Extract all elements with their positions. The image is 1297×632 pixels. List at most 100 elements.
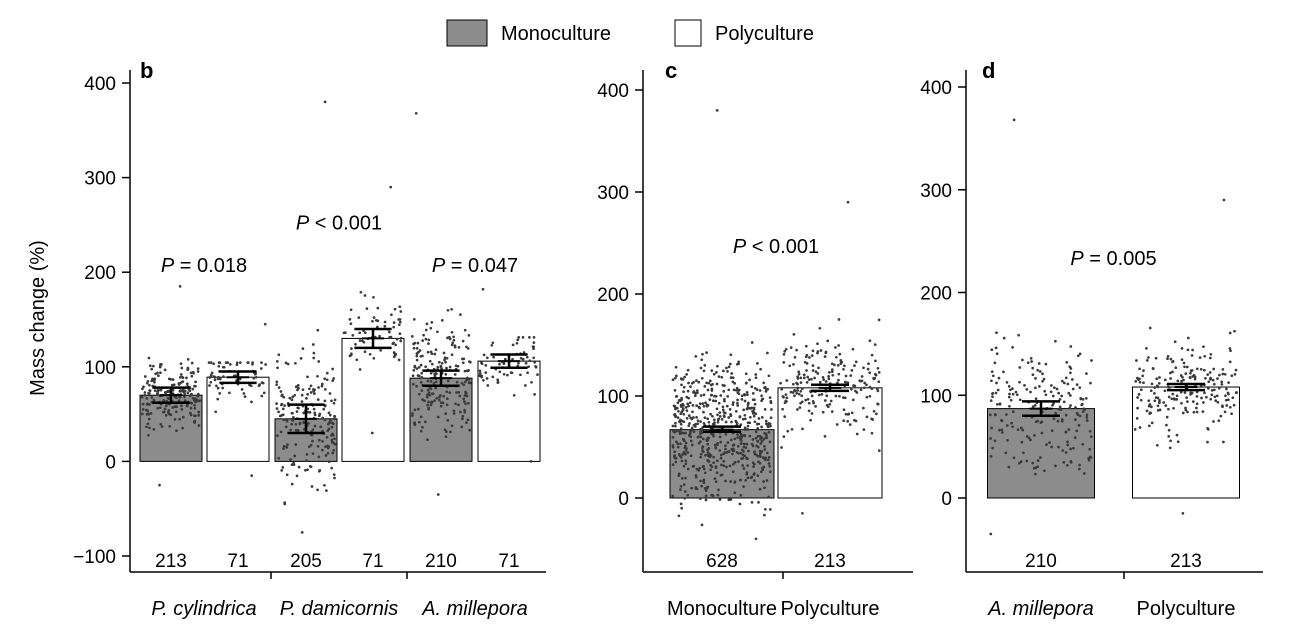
data-point — [754, 430, 758, 434]
data-point — [1216, 377, 1219, 380]
data-point — [1163, 378, 1167, 382]
data-point — [222, 375, 225, 378]
data-point — [457, 391, 461, 394]
data-point — [823, 399, 827, 402]
error-bar-a-millepora-monoculture — [422, 369, 460, 387]
legend-swatch-monoculture — [446, 19, 488, 47]
data-point — [701, 450, 705, 454]
data-point — [993, 361, 997, 365]
data-point — [758, 487, 762, 491]
category-label-p-damicornis: P. damicornis — [280, 598, 399, 620]
data-point — [1136, 396, 1139, 399]
data-point — [463, 328, 467, 332]
data-point — [744, 479, 748, 482]
p-value-text: < 0.001 — [309, 213, 382, 235]
data-point — [746, 393, 749, 397]
data-point — [1193, 377, 1197, 381]
data-point — [802, 376, 806, 380]
data-point — [1175, 433, 1179, 437]
data-point — [1042, 377, 1046, 381]
data-point — [1018, 380, 1021, 384]
data-point — [420, 376, 424, 379]
data-point — [216, 386, 220, 390]
data-point — [363, 331, 367, 335]
data-point — [793, 356, 797, 359]
data-point — [280, 403, 283, 407]
data-point — [850, 369, 854, 372]
data-point — [1185, 365, 1189, 369]
data-point — [1228, 360, 1232, 364]
data-point — [196, 367, 200, 370]
data-point — [242, 392, 246, 395]
data-point — [317, 360, 321, 363]
data-point — [238, 377, 242, 381]
data-point — [731, 376, 735, 380]
data-point — [463, 408, 466, 412]
data-point — [466, 347, 470, 350]
data-point — [680, 383, 683, 387]
data-point — [285, 419, 289, 423]
data-point — [733, 491, 737, 495]
data-point — [312, 351, 316, 355]
data-point — [1082, 472, 1086, 475]
data-point — [733, 460, 737, 464]
data-point — [1207, 380, 1211, 384]
data-point — [413, 341, 417, 345]
data-point — [1087, 457, 1090, 460]
data-point — [282, 447, 285, 450]
data-point — [417, 420, 421, 424]
data-point — [989, 399, 993, 402]
data-point — [491, 341, 495, 345]
data-point — [1050, 445, 1053, 449]
data-point — [763, 513, 766, 517]
data-point — [445, 403, 449, 407]
data-point — [680, 431, 684, 435]
p-symbol: P — [161, 255, 175, 277]
data-point — [210, 371, 214, 375]
data-point — [417, 407, 420, 411]
data-point — [275, 383, 279, 386]
data-point — [791, 382, 795, 386]
data-point — [484, 364, 488, 367]
data-point — [1005, 381, 1009, 384]
data-point — [313, 411, 317, 415]
data-point — [1066, 440, 1069, 444]
data-point — [188, 389, 192, 393]
data-point — [448, 391, 452, 394]
data-point — [816, 372, 820, 375]
y-tick-label: 400 — [84, 74, 116, 95]
data-point — [294, 385, 298, 389]
data-point — [163, 391, 167, 394]
data-point — [443, 358, 446, 362]
data-point — [742, 408, 746, 412]
data-point — [716, 459, 719, 463]
data-point — [143, 391, 147, 394]
data-point — [1166, 357, 1169, 361]
data-point — [1030, 360, 1033, 363]
data-point — [671, 494, 675, 498]
data-point — [282, 395, 286, 399]
data-point — [766, 458, 770, 462]
data-point — [713, 477, 717, 480]
data-point — [697, 405, 701, 409]
data-point — [998, 428, 1001, 432]
data-point — [1041, 372, 1044, 376]
data-point — [330, 433, 333, 437]
data-point — [1054, 464, 1057, 468]
data-point — [260, 394, 264, 398]
data-point — [705, 403, 709, 407]
data-point — [1228, 331, 1232, 335]
data-point — [1167, 428, 1171, 432]
data-point — [683, 490, 687, 493]
data-point — [458, 394, 462, 398]
data-point — [711, 414, 714, 418]
data-point — [990, 348, 994, 352]
data-point — [157, 374, 160, 378]
data-point — [1029, 438, 1032, 442]
data-point — [147, 412, 151, 416]
data-point — [1201, 410, 1205, 413]
data-point — [511, 343, 515, 347]
data-point — [1195, 395, 1199, 398]
data-point — [1064, 413, 1068, 417]
data-point — [746, 464, 749, 467]
